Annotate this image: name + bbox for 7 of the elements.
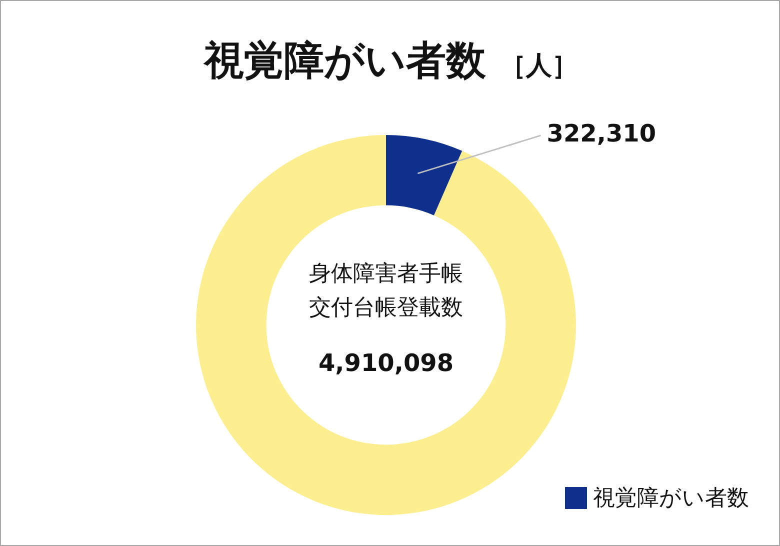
chart-subtitle: ［人］ bbox=[500, 51, 578, 81]
text: 4,910,098 bbox=[318, 349, 454, 378]
text: 交付台帳登載数 bbox=[309, 296, 463, 321]
data-label: 322,310 bbox=[546, 120, 656, 148]
legend-label: 視覚障がい者数 bbox=[593, 485, 749, 513]
text: 身体障害者手帳 bbox=[309, 262, 463, 287]
chart-title: 視覚障がい者数 bbox=[204, 38, 486, 84]
